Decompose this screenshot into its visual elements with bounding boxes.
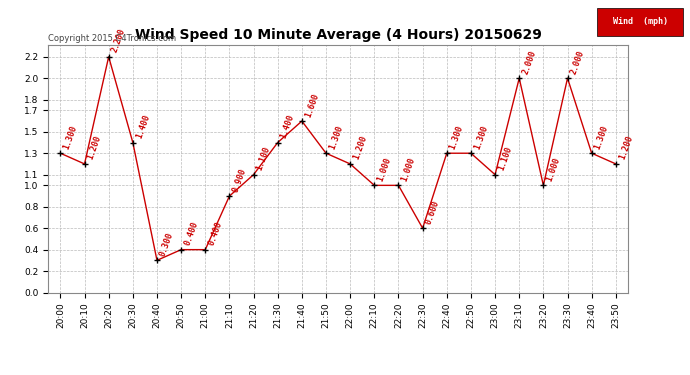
Text: 1.300: 1.300 xyxy=(473,124,489,150)
Text: 1.300: 1.300 xyxy=(593,124,610,150)
Text: 2.200: 2.200 xyxy=(110,27,127,54)
Text: 1.100: 1.100 xyxy=(497,145,513,172)
Text: 2.000: 2.000 xyxy=(521,49,538,75)
Text: 1.300: 1.300 xyxy=(328,124,344,150)
Text: 1.400: 1.400 xyxy=(135,113,151,140)
Text: Copyright 2015 C4Tronics.com: Copyright 2015 C4Tronics.com xyxy=(48,34,177,43)
Text: 0.900: 0.900 xyxy=(231,167,248,193)
Text: 1.000: 1.000 xyxy=(376,156,393,183)
Text: 0.600: 0.600 xyxy=(424,199,441,225)
Text: Wind  (mph): Wind (mph) xyxy=(613,17,668,26)
Text: 1.600: 1.600 xyxy=(304,92,320,118)
Text: 2.000: 2.000 xyxy=(569,49,586,75)
Text: 0.400: 0.400 xyxy=(207,220,224,247)
Text: 1.400: 1.400 xyxy=(279,113,296,140)
Text: 1.200: 1.200 xyxy=(352,135,368,161)
Text: 1.300: 1.300 xyxy=(62,124,79,150)
Text: 1.000: 1.000 xyxy=(545,156,562,183)
Text: 1.000: 1.000 xyxy=(400,156,417,183)
Text: 0.300: 0.300 xyxy=(159,231,175,258)
Text: 1.100: 1.100 xyxy=(255,145,272,172)
Text: 1.200: 1.200 xyxy=(86,135,103,161)
Text: 0.400: 0.400 xyxy=(183,220,199,247)
Title: Wind Speed 10 Minute Average (4 Hours) 20150629: Wind Speed 10 Minute Average (4 Hours) 2… xyxy=(135,28,542,42)
Text: 1.300: 1.300 xyxy=(448,124,465,150)
Text: 1.200: 1.200 xyxy=(618,135,634,161)
